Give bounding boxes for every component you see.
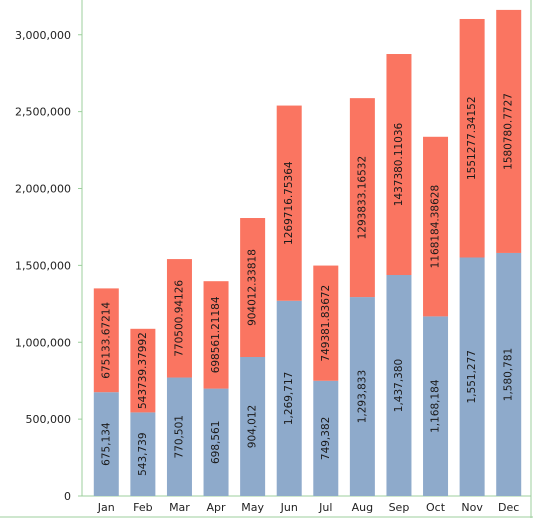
y-tick-label: 2,500,000 <box>15 106 71 119</box>
bar-segment[interactable] <box>130 412 156 496</box>
x-tick-label: Mar <box>169 501 190 514</box>
bar-segment[interactable] <box>423 136 449 317</box>
bar-value-label: 749381.83672 <box>320 285 332 362</box>
bar-segment[interactable] <box>276 300 302 496</box>
bar-value-label: 1,437,380 <box>393 359 405 412</box>
bar-segment[interactable] <box>313 380 339 496</box>
bar-value-label: 1269716.75364 <box>283 161 295 245</box>
y-tick-label: 2,000,000 <box>15 183 71 196</box>
bar-segment[interactable] <box>313 265 339 381</box>
bar-value-label: 698561.21184 <box>210 296 222 373</box>
bar-value-label: 770,501 <box>173 415 185 458</box>
bar-segment[interactable] <box>276 105 302 301</box>
bar-segment[interactable] <box>386 54 412 276</box>
bar-value-label: 904012.33818 <box>247 249 259 326</box>
x-tick-label: Sep <box>389 501 410 514</box>
bar-value-label: 543,739 <box>137 432 149 475</box>
bar-value-label: 698,561 <box>210 421 222 464</box>
bar-segment[interactable] <box>240 357 266 496</box>
bar-segment[interactable] <box>349 98 375 298</box>
bar-value-label: 1437380.11036 <box>393 122 405 206</box>
bar-segment[interactable] <box>166 259 192 378</box>
bar-segment[interactable] <box>423 316 449 496</box>
bar-value-label: 904,012 <box>247 405 259 448</box>
bar-segment[interactable] <box>386 275 412 496</box>
bar-segment[interactable] <box>240 218 266 358</box>
x-tick-label: Jul <box>318 501 332 514</box>
bar-segment[interactable] <box>496 9 522 253</box>
y-tick-label: 1,000,000 <box>15 336 71 349</box>
bar-value-label: 675,134 <box>100 422 112 466</box>
bar-segment[interactable] <box>93 392 119 496</box>
x-tick-label: Nov <box>461 501 483 514</box>
bar-value-label: 1,168,184 <box>430 379 442 433</box>
bar-value-label: 1,293,833 <box>356 370 368 423</box>
bar-value-label: 1293833.16532 <box>356 156 368 240</box>
x-tick-label: Jun <box>280 501 298 514</box>
y-tick-label: 3,000,000 <box>15 29 71 42</box>
bar-value-label: 1551277.34152 <box>466 96 478 180</box>
y-tick-label: 500,000 <box>26 413 72 426</box>
bar-value-label: 749,382 <box>320 417 332 460</box>
bar-segment[interactable] <box>459 18 485 258</box>
bar-segment[interactable] <box>93 288 119 393</box>
x-tick-label: Feb <box>133 501 152 514</box>
x-tick-label: May <box>241 501 264 514</box>
y-tick-label: 0 <box>64 490 71 503</box>
bar-segment[interactable] <box>130 328 156 413</box>
x-tick-label: Apr <box>207 501 227 514</box>
y-tick-label: 1,500,000 <box>15 259 71 272</box>
bar-segment[interactable] <box>349 297 375 496</box>
x-tick-label: Oct <box>426 501 446 514</box>
bar-value-label: 543739.37992 <box>137 332 149 409</box>
x-tick-label: Aug <box>352 501 373 514</box>
bar-segment[interactable] <box>496 252 522 496</box>
bar-segment[interactable] <box>203 388 229 496</box>
bar-segment[interactable] <box>166 377 192 496</box>
bar-value-label: 1,551,277 <box>466 350 478 403</box>
bar-value-label: 1580780.7727 <box>503 93 515 170</box>
bar-value-label: 1,269,717 <box>283 372 295 425</box>
bar-value-label: 675133.67214 <box>100 302 112 379</box>
bar-value-label: 1,580,781 <box>503 348 515 401</box>
bar-segment[interactable] <box>203 281 229 389</box>
bar-value-label: 1168184.38628 <box>430 185 442 269</box>
bar-segment[interactable] <box>459 257 485 496</box>
bar-value-label: 770500.94126 <box>173 280 185 357</box>
x-tick-label: Dec <box>498 501 519 514</box>
x-tick-label: Jan <box>97 501 115 514</box>
